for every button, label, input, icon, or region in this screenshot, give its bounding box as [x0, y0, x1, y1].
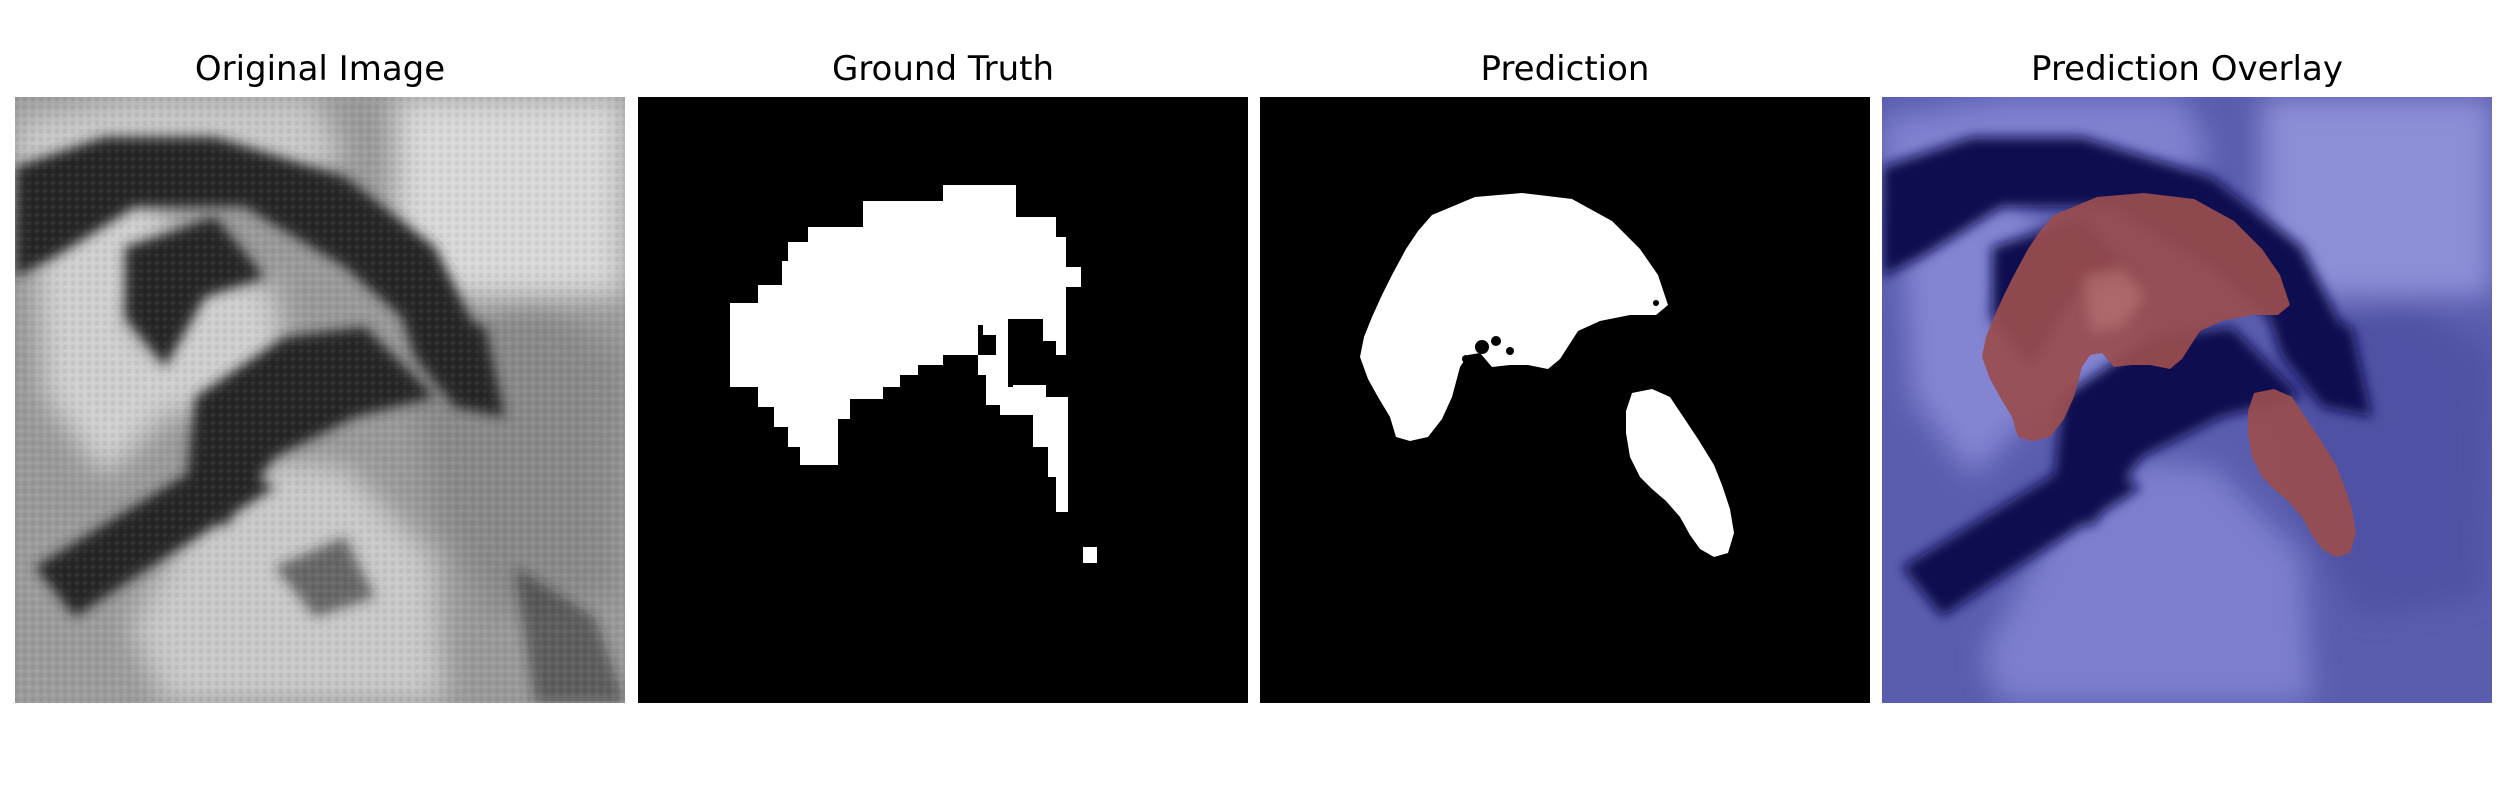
prediction-overlay-svg	[1882, 97, 2492, 703]
prediction-overlay	[1882, 97, 2492, 703]
original-image-svg	[15, 97, 625, 703]
prediction-mask-svg	[1260, 97, 1870, 703]
panel-title-original: Original Image	[194, 49, 446, 89]
original-image	[15, 97, 625, 703]
ground-truth-mask	[638, 97, 1248, 703]
ground-truth-mask-svg	[638, 97, 1248, 703]
prediction-mask	[1260, 97, 1870, 703]
panel-title-overlay: Prediction Overlay	[2031, 49, 2343, 89]
panel-overlay: Prediction Overlay	[1882, 0, 2492, 800]
panel-ground-truth: Ground Truth	[638, 0, 1248, 800]
panel-original: Original Image	[15, 0, 625, 800]
panel-title-prediction: Prediction	[1480, 49, 1650, 89]
panel-title-ground-truth: Ground Truth	[831, 49, 1055, 89]
panel-prediction: Prediction	[1260, 0, 1870, 800]
